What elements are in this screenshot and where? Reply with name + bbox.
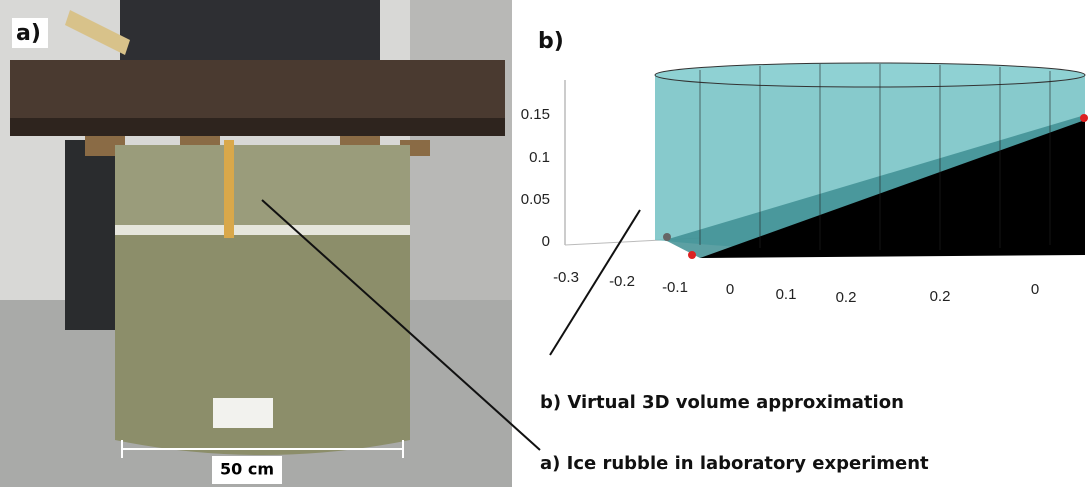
panel-label: b) bbox=[538, 29, 564, 54]
scale-bar-label: 50 cm bbox=[220, 460, 274, 479]
x-tick-label: 0.2 bbox=[836, 289, 857, 306]
y-tick-label: 0.1 bbox=[529, 149, 550, 166]
y-tick-label: 0.05 bbox=[521, 191, 550, 208]
y-tick-label: 0 bbox=[542, 233, 550, 250]
panel-label: a) bbox=[16, 21, 41, 46]
caption: a) Ice rubble in laboratory experiment bbox=[540, 453, 929, 474]
x-tick-label: 0.2 bbox=[930, 288, 951, 305]
x-tick-label: 0.1 bbox=[776, 286, 797, 303]
photo bbox=[0, 0, 540, 487]
plot-3d bbox=[550, 63, 1088, 355]
x-tick-label: 0 bbox=[726, 281, 734, 298]
x-tick-label: -0.1 bbox=[662, 279, 688, 296]
y-tick-label: 0.15 bbox=[521, 106, 550, 123]
caption: b) Virtual 3D volume approximation bbox=[540, 392, 904, 413]
figure: a) 50 cm b) 0.15 0.1 0.05 0 -0.3 -0.2 -0.1 0 0.1… bbox=[0, 0, 1088, 487]
x-tick-label: 0 bbox=[1031, 281, 1039, 298]
x-tick-label: -0.3 bbox=[553, 269, 579, 286]
x-tick-label: -0.2 bbox=[609, 273, 635, 290]
